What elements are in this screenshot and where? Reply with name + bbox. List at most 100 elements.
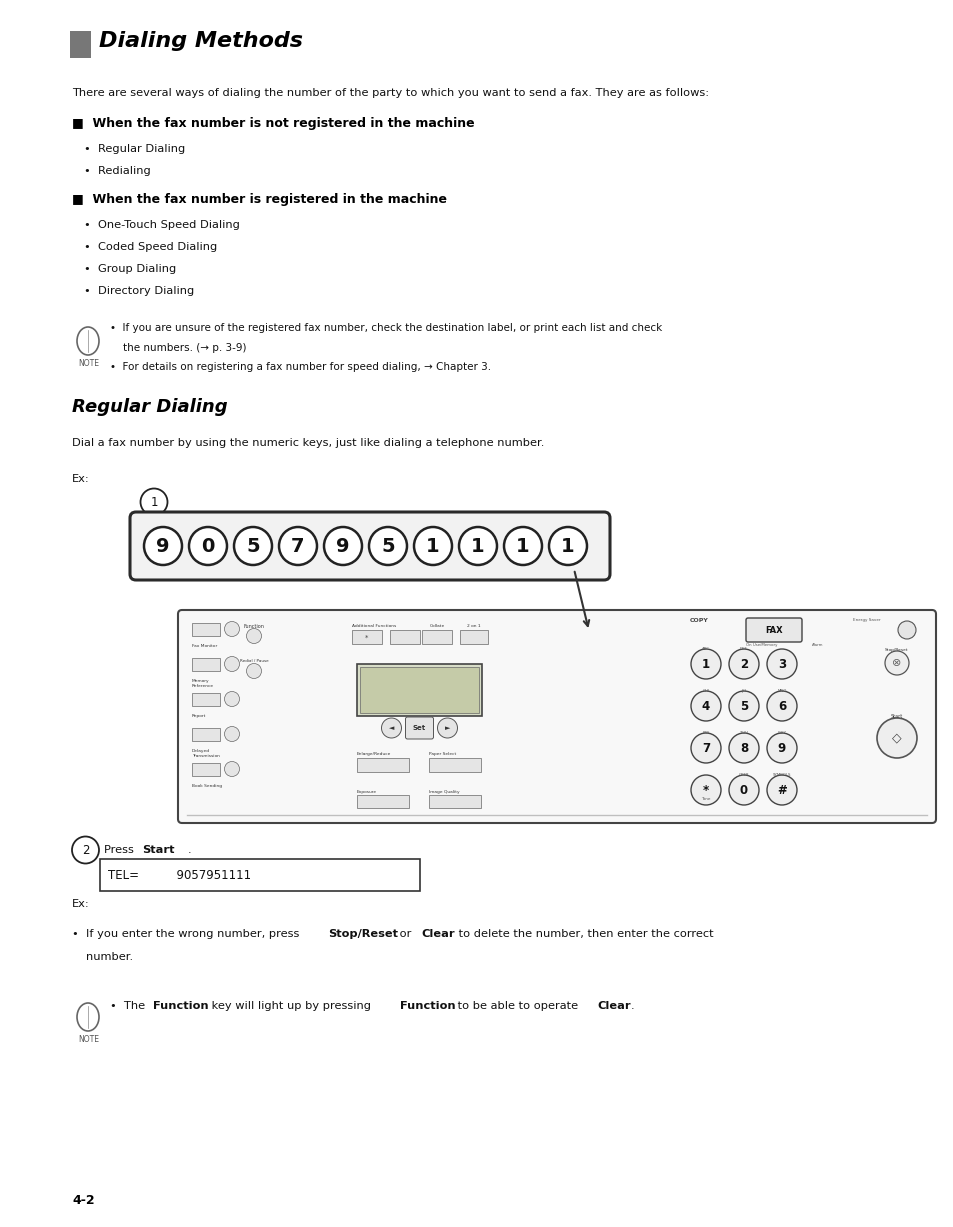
Text: Function: Function — [399, 1001, 456, 1011]
Text: to delete the number, then enter the correct: to delete the number, then enter the cor… — [455, 929, 713, 939]
Text: .: . — [188, 845, 192, 855]
Bar — [359, 667, 478, 713]
Bar — [429, 795, 480, 809]
Circle shape — [246, 664, 261, 679]
Text: 1: 1 — [471, 536, 484, 556]
Text: 5: 5 — [381, 536, 395, 556]
Text: 1: 1 — [426, 536, 439, 556]
Text: JKL: JKL — [740, 690, 746, 693]
Text: SYMBOLS: SYMBOLS — [772, 773, 790, 777]
Text: Tone: Tone — [700, 798, 710, 801]
Text: •  For details on registering a fax number for speed dialing, → Chapter 3.: • For details on registering a fax numbe… — [110, 362, 491, 372]
Text: •  Redialing: • Redialing — [84, 166, 151, 175]
Text: Memory
Reference: Memory Reference — [192, 679, 213, 687]
Text: ■  When the fax number is registered in the machine: ■ When the fax number is registered in t… — [71, 193, 447, 206]
Bar — [459, 629, 488, 644]
Text: ⊗: ⊗ — [891, 658, 901, 667]
Text: Image Quality: Image Quality — [429, 790, 459, 794]
Text: 2: 2 — [82, 843, 90, 856]
Text: Press: Press — [104, 845, 137, 855]
Text: On Use/Memory: On Use/Memory — [745, 643, 777, 647]
Text: 5: 5 — [246, 536, 259, 556]
Text: 1: 1 — [150, 496, 157, 508]
Circle shape — [278, 528, 316, 564]
Text: Clear: Clear — [421, 929, 455, 939]
Text: GHI: GHI — [701, 690, 709, 693]
Bar — [352, 629, 381, 644]
FancyBboxPatch shape — [178, 610, 935, 823]
Text: NOTE: NOTE — [78, 1036, 99, 1044]
Text: Regular Dialing: Regular Dialing — [71, 398, 228, 416]
Text: Function: Function — [243, 625, 264, 629]
Circle shape — [728, 775, 759, 805]
Text: NOTE: NOTE — [78, 360, 99, 368]
Text: 4: 4 — [701, 699, 709, 713]
Text: 6: 6 — [777, 699, 785, 713]
Text: 9: 9 — [777, 741, 785, 755]
Bar — [192, 728, 220, 741]
Text: Collate: Collate — [429, 625, 444, 628]
Text: •  The: • The — [110, 1001, 149, 1011]
Circle shape — [224, 656, 239, 671]
Bar — [100, 859, 419, 891]
Text: 8: 8 — [740, 741, 747, 755]
Text: •  Directory Dialing: • Directory Dialing — [84, 286, 194, 296]
Text: Dialing Methods: Dialing Methods — [99, 31, 303, 52]
Text: 0: 0 — [201, 536, 214, 556]
Text: 1: 1 — [560, 536, 575, 556]
Text: *: * — [365, 636, 368, 640]
Text: 7: 7 — [701, 741, 709, 755]
Text: Delayed
Transmission: Delayed Transmission — [192, 748, 219, 757]
Text: PRS: PRS — [701, 731, 709, 735]
Bar — [192, 763, 220, 775]
Text: DEF: DEF — [740, 647, 747, 652]
Bar — [356, 795, 409, 809]
Text: 2: 2 — [740, 658, 747, 670]
Text: 9: 9 — [156, 536, 170, 556]
Circle shape — [690, 733, 720, 763]
Text: or: or — [395, 929, 415, 939]
Circle shape — [246, 628, 261, 643]
Circle shape — [381, 718, 401, 737]
Text: 9: 9 — [335, 536, 350, 556]
Text: Additional Functions: Additional Functions — [352, 625, 395, 628]
Text: TUV: TUV — [740, 731, 747, 735]
Text: Dial a fax number by using the numeric keys, just like dialing a telephone numbe: Dial a fax number by using the numeric k… — [71, 438, 544, 448]
Text: COPY: COPY — [689, 618, 708, 623]
Text: Energy Saver: Energy Saver — [852, 618, 880, 622]
FancyBboxPatch shape — [745, 618, 801, 642]
Text: •  One-Touch Speed Dialing: • One-Touch Speed Dialing — [84, 220, 239, 229]
Circle shape — [766, 775, 796, 805]
Text: ABC: ABC — [701, 647, 709, 652]
Text: Redial / Pause: Redial / Pause — [239, 659, 268, 663]
Bar — [429, 758, 480, 772]
Text: to be able to operate: to be able to operate — [454, 1001, 581, 1011]
Text: •  Regular Dialing: • Regular Dialing — [84, 144, 185, 155]
Text: 1: 1 — [516, 536, 529, 556]
Text: Exposure: Exposure — [356, 790, 376, 794]
Circle shape — [224, 692, 239, 707]
Text: ►: ► — [444, 725, 450, 731]
Circle shape — [324, 528, 361, 564]
Text: Paper Select: Paper Select — [429, 752, 456, 756]
Text: key will light up by pressing: key will light up by pressing — [208, 1001, 374, 1011]
Circle shape — [766, 649, 796, 679]
Text: Start: Start — [890, 714, 902, 719]
Circle shape — [766, 691, 796, 721]
Circle shape — [224, 726, 239, 741]
Circle shape — [728, 691, 759, 721]
Text: 3: 3 — [777, 658, 785, 670]
Text: ◄: ◄ — [389, 725, 394, 731]
Circle shape — [414, 528, 452, 564]
Text: Function: Function — [153, 1001, 209, 1011]
Text: FAX: FAX — [764, 626, 782, 634]
Text: *: * — [702, 784, 708, 796]
Circle shape — [437, 718, 457, 737]
Text: Enlarge/Reduce: Enlarge/Reduce — [356, 752, 391, 756]
Circle shape — [144, 528, 182, 564]
Text: 2 on 1: 2 on 1 — [467, 625, 480, 628]
Bar — [192, 693, 220, 706]
Bar — [356, 664, 481, 717]
Text: 7: 7 — [291, 536, 304, 556]
Text: #: # — [777, 784, 786, 796]
